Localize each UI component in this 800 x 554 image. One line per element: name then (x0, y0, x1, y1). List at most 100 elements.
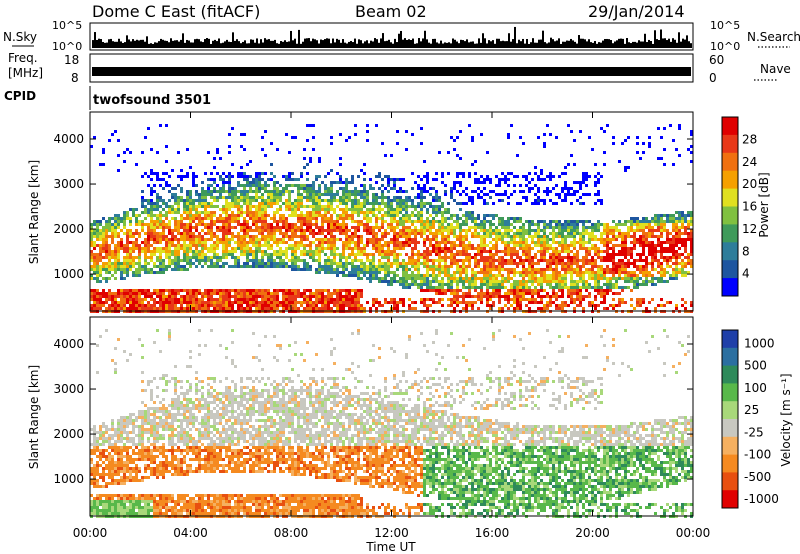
power-cell (213, 289, 216, 292)
power-cell (252, 178, 255, 181)
power-cell (438, 283, 441, 286)
power-cell (246, 262, 249, 265)
nave-label: Nave (760, 62, 791, 76)
power-cell (315, 232, 318, 235)
nsky-bar (162, 39, 164, 48)
power-cell (468, 289, 471, 292)
power-cell (300, 205, 303, 208)
power-cell (507, 247, 510, 250)
power-cell (162, 187, 165, 190)
power-cell (357, 295, 360, 298)
power-cell (225, 298, 228, 301)
power-cell (114, 262, 117, 265)
power-cell (237, 235, 240, 238)
power-cell (459, 289, 462, 292)
power-cell (210, 250, 213, 253)
power-cell (180, 187, 183, 190)
power-cell (231, 307, 234, 310)
power-cell (465, 202, 468, 205)
power-cell (264, 244, 267, 247)
power-cell (318, 211, 321, 214)
power-cell (243, 223, 246, 226)
power-cell (360, 184, 363, 187)
power-cell (423, 202, 426, 205)
power-cell (330, 169, 333, 172)
power-cell (246, 211, 249, 214)
power-cell (390, 280, 393, 283)
power-cell (330, 262, 333, 265)
power-cell (429, 193, 432, 196)
power-cell (240, 265, 243, 268)
power-cell (186, 244, 189, 247)
power-cell (543, 232, 546, 235)
nsky-bar (170, 38, 172, 48)
power-cell (144, 298, 147, 301)
power-cell (513, 259, 516, 262)
power-cell (216, 247, 219, 250)
power-cell (396, 307, 399, 310)
power-cell (207, 226, 210, 229)
power-cell (447, 256, 450, 259)
power-cell (336, 292, 339, 295)
power-cell (264, 298, 267, 301)
power-cell (462, 235, 465, 238)
power-cell (468, 196, 471, 199)
power-cell (453, 232, 456, 235)
power-cell (162, 235, 165, 238)
power-cell (294, 208, 297, 211)
power-cell (294, 301, 297, 304)
power-cell (462, 175, 465, 178)
power-cell (393, 217, 396, 220)
power-cell (447, 298, 450, 301)
power-cell (534, 268, 537, 271)
power-cell (309, 190, 312, 193)
power-cell (93, 265, 96, 268)
power-cell (177, 268, 180, 271)
power-cell (105, 244, 108, 247)
nsky-bar (494, 43, 496, 48)
power-cell (246, 235, 249, 238)
power-cell (225, 217, 228, 220)
power-cell (117, 235, 120, 238)
power-cell (309, 196, 312, 199)
power-cell (402, 301, 405, 304)
power-cell (135, 274, 138, 277)
power-cell (120, 220, 123, 223)
power-cell (387, 181, 390, 184)
power-cell (213, 232, 216, 235)
power-cell (420, 223, 423, 226)
power-cell (144, 244, 147, 247)
power-cell (321, 268, 324, 271)
power-cell (216, 220, 219, 223)
power-cell (144, 223, 147, 226)
power-cell (330, 307, 333, 310)
power-cell (210, 214, 213, 217)
nave-bar (209, 68, 211, 76)
power-cell (537, 289, 540, 292)
nsky-bar (374, 38, 376, 48)
power-cell (411, 250, 414, 253)
power-cell (477, 277, 480, 280)
power-cell (171, 193, 174, 196)
power-cell (351, 214, 354, 217)
power-cell (213, 235, 216, 238)
power-cell (327, 193, 330, 196)
power-cell (459, 172, 462, 175)
power-cell (372, 238, 375, 241)
power-cell (504, 298, 507, 301)
power-cell (360, 292, 363, 295)
nsky-bar (648, 39, 650, 48)
beam-title: Beam 02 (355, 2, 427, 21)
power-cell (480, 235, 483, 238)
power-cell (474, 262, 477, 265)
power-cell (543, 229, 546, 232)
power-cell (318, 184, 321, 187)
power-cell (90, 256, 93, 259)
power-cell (414, 301, 417, 304)
power-cell (117, 244, 120, 247)
power-cell (339, 256, 342, 259)
power-cell (405, 226, 408, 229)
power-cell (462, 286, 465, 289)
power-cell (174, 226, 177, 229)
power-cell (159, 307, 162, 310)
